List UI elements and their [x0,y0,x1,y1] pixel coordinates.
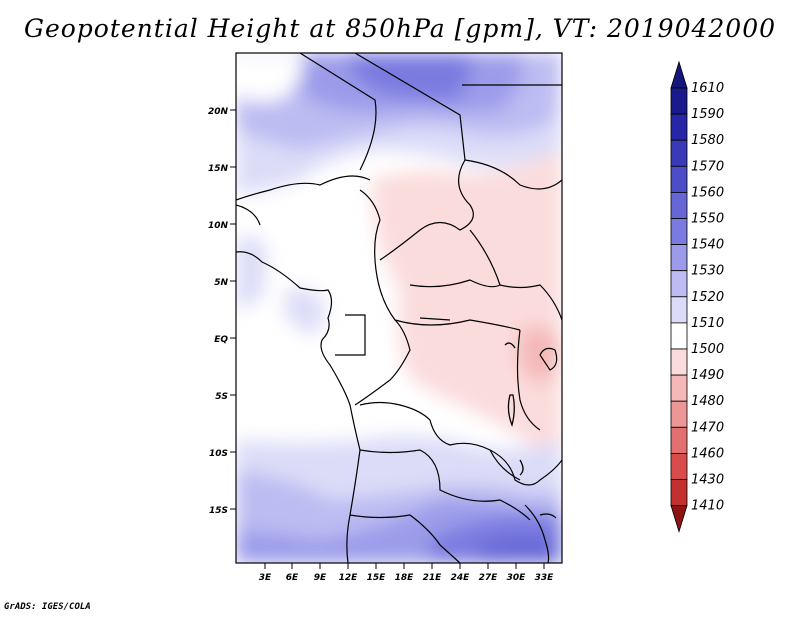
colorbar-swatch [670,165,688,193]
lon-label: 15E [367,573,387,583]
lon-label: 3E [259,573,272,583]
colorbar-label: 1610 [691,81,724,96]
colorbar-swatch [670,296,688,324]
colorbar-swatch [670,139,688,167]
colorbar-swatch [670,87,688,115]
colorbar-label: 1510 [691,316,724,331]
colorbar-label: 1560 [691,185,724,200]
lon-label: 6E [286,573,299,583]
lat-label: 5S [215,392,228,402]
colorbar-swatch [670,270,688,298]
colorbar-label: 1490 [691,368,724,383]
lat-ticks [230,109,236,510]
colorbar-label: 1410 [691,499,724,514]
height-field [236,53,562,563]
lat-label: EQ [214,335,228,345]
lat-label: 10N [208,221,229,231]
lon-ticks [264,563,545,569]
colorbar-swatch [670,479,688,507]
colorbar-label: 1540 [691,238,724,253]
colorbar-swatch [670,452,688,480]
colorbar-label: 1590 [691,107,724,122]
lon-label: 21E [423,573,443,583]
lat-labels: 20N 15N 10N 5N EQ 5S 10S 15S [208,107,229,516]
colorbar-swatch [670,191,688,219]
country-borders [236,53,562,563]
colorbar-swatch [670,348,688,376]
lat-label: 10S [209,449,228,459]
lon-label: 24E [451,573,471,583]
map-frame [235,52,563,564]
colorbar-swatch [670,322,688,350]
lon-label: 30E [507,573,527,583]
lakes [419,317,557,519]
colorbar-swatch [670,426,688,454]
colorbar-label: 1480 [691,394,724,409]
colorbar-label: 1570 [691,159,724,174]
lat-label: 15S [209,506,228,516]
colorbar-label: 1470 [691,420,724,435]
colorbar-swatch [670,218,688,246]
lon-label: 12E [339,573,359,583]
lon-label: 33E [535,573,555,583]
map-title: Geopotential Height at 850hPa [gpm], VT:… [23,14,777,43]
colorbar-label: 1530 [691,264,724,279]
colorbar: 1610 1590 1580 1570 1560 1550 1540 1530 1520 1510… [670,60,724,533]
colorbar-label: 1460 [691,446,724,461]
lat-label: 20N [208,107,229,117]
colorbar-swatch [670,113,688,141]
lon-label: 27E [479,573,499,583]
colorbar-swatch [670,244,688,272]
grads-credit: GrADS: IGES/COLA [4,602,91,612]
lon-label: 18E [395,573,415,583]
colorbar-label: 1550 [691,212,724,227]
lon-labels: 3E 6E 9E 12E 15E 18E 21E 24E 27E 30E 33E [259,573,554,583]
colorbar-top-arrow [670,60,688,89]
lat-label: 5N [214,278,228,288]
colorbar-label: 1500 [691,342,724,357]
lat-label: 15N [208,164,229,174]
colorbar-label: 1430 [691,473,724,488]
colorbar-bottom-arrow [670,505,688,533]
lon-label: 9E [314,573,327,583]
colorbar-label: 1520 [691,290,724,305]
colorbar-swatch [670,400,688,428]
colorbar-label: 1580 [691,133,724,148]
colorbar-swatch [670,374,688,402]
